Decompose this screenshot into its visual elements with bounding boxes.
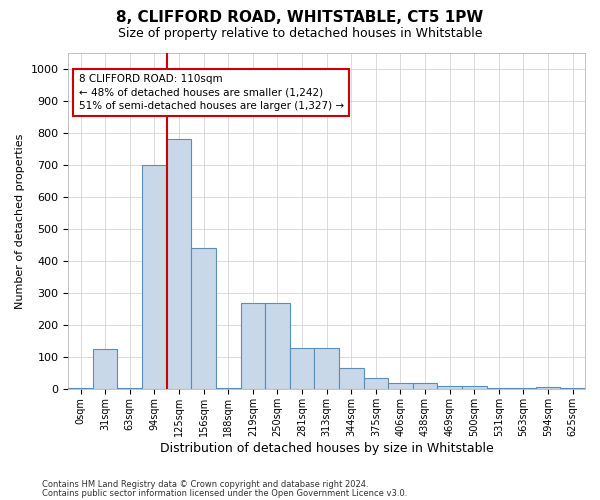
Text: Size of property relative to detached houses in Whitstable: Size of property relative to detached ho…: [118, 28, 482, 40]
Bar: [364, 378, 388, 390]
Bar: [462, 386, 487, 390]
Bar: [536, 387, 560, 390]
Text: Contains public sector information licensed under the Open Government Licence v3: Contains public sector information licen…: [42, 489, 407, 498]
Bar: [290, 348, 314, 390]
Bar: [487, 388, 511, 390]
Bar: [388, 383, 413, 390]
Text: Contains HM Land Registry data © Crown copyright and database right 2024.: Contains HM Land Registry data © Crown c…: [42, 480, 368, 489]
Bar: [265, 303, 290, 390]
Bar: [191, 248, 216, 390]
Bar: [241, 303, 265, 390]
Bar: [314, 348, 339, 390]
Bar: [93, 350, 118, 390]
Bar: [118, 388, 142, 390]
Bar: [413, 383, 437, 390]
Bar: [339, 368, 364, 390]
Bar: [560, 388, 585, 390]
Bar: [167, 139, 191, 390]
Text: 8, CLIFFORD ROAD, WHITSTABLE, CT5 1PW: 8, CLIFFORD ROAD, WHITSTABLE, CT5 1PW: [116, 10, 484, 25]
Bar: [142, 165, 167, 390]
Y-axis label: Number of detached properties: Number of detached properties: [15, 134, 25, 308]
Bar: [216, 388, 241, 390]
Bar: [68, 388, 93, 390]
Bar: [437, 386, 462, 390]
Text: 8 CLIFFORD ROAD: 110sqm
← 48% of detached houses are smaller (1,242)
51% of semi: 8 CLIFFORD ROAD: 110sqm ← 48% of detache…: [79, 74, 344, 111]
Bar: [511, 388, 536, 390]
X-axis label: Distribution of detached houses by size in Whitstable: Distribution of detached houses by size …: [160, 442, 494, 455]
